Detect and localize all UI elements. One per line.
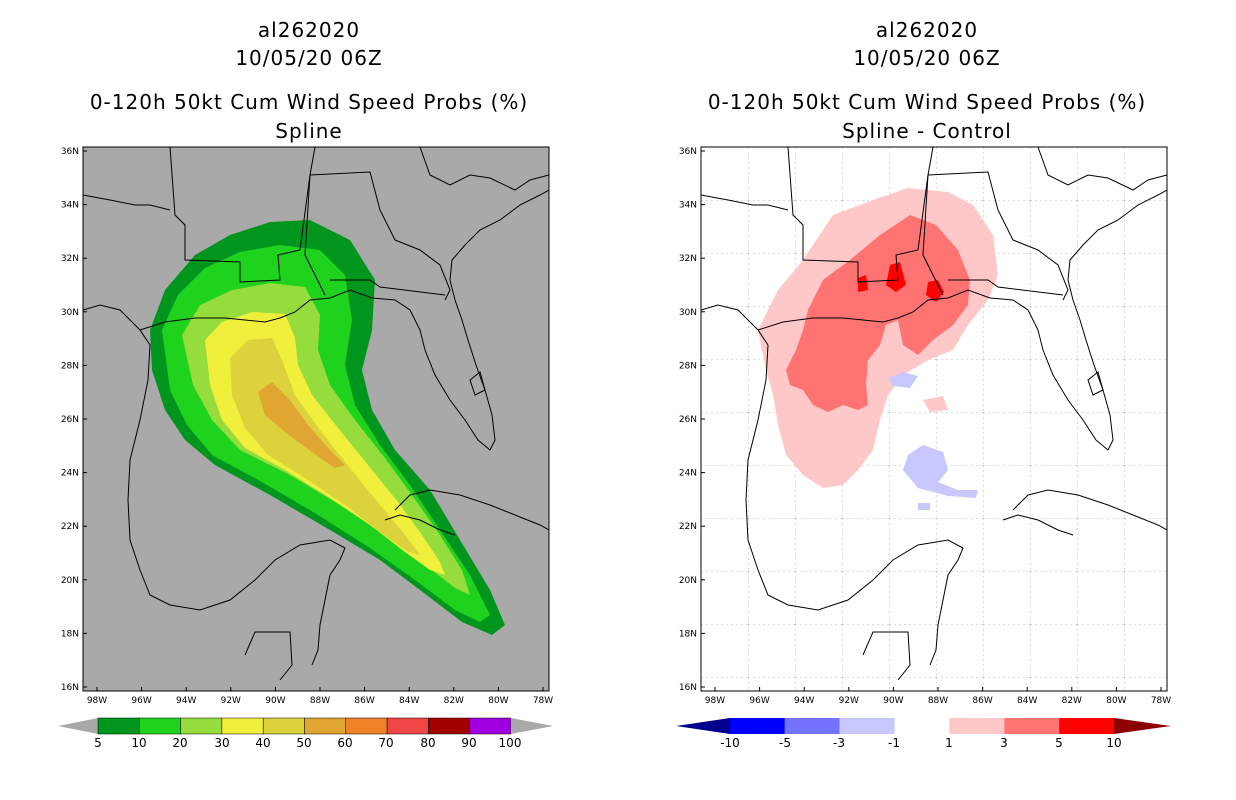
- axis-labels: 36N 34N 32N 30N 28N 26N 24N 22N 20N 18N 16N 98W 96W 9…: [61, 147, 553, 706]
- contour-plus1-b: [923, 396, 948, 412]
- contour-plus5-b: [886, 262, 906, 292]
- colorbar-tick: 70: [378, 736, 394, 750]
- axis-labels: 36N 34N 32N 30N 28N 26N 24N 22N 20N 18N 16N 98W 96W 9…: [679, 147, 1171, 706]
- colorbar-tick: -1: [888, 736, 900, 750]
- colorbar-tick: 10: [1106, 736, 1122, 750]
- lon-tick-label: 86W: [972, 696, 992, 706]
- left-panel: al262020 10/05/20 06Z 0-120h 50kt Cum Wi…: [58, 18, 553, 750]
- colorbar-tick: -10: [720, 736, 740, 750]
- colorbar-tick: 3: [1000, 736, 1008, 750]
- lat-tick-label: 22N: [61, 522, 79, 532]
- field-title: 0-120h 50kt Cum Wind Speed Probs (%): [707, 90, 1147, 114]
- colorbar-tick: 90: [461, 736, 477, 750]
- difference-contours: [758, 188, 998, 510]
- colorbar-tick: 60: [337, 736, 353, 750]
- lon-tick-label: 78W: [533, 696, 553, 706]
- colorbar-tick: 5: [1055, 736, 1063, 750]
- colorbar-tick: 5: [94, 736, 102, 750]
- lat-tick-label: 34N: [61, 201, 79, 211]
- colorbar-tick: 100: [498, 736, 522, 750]
- lon-tick-label: 92W: [221, 696, 241, 706]
- colorbar-tick: 10: [131, 736, 147, 750]
- lat-tick-label: 24N: [679, 469, 697, 479]
- lat-tick-label: 24N: [61, 469, 79, 479]
- lat-tick-label: 16N: [61, 683, 79, 693]
- difference-map: 36N 34N 32N 30N 28N 26N 24N 22N 20N 18N 16N 98W 96W 9…: [679, 146, 1171, 706]
- storm-id-title: al262020: [875, 18, 979, 42]
- subtitle: Spline: [275, 119, 343, 143]
- lon-tick-label: 84W: [399, 696, 419, 706]
- lon-tick-label: 82W: [1062, 696, 1082, 706]
- lon-tick-label: 82W: [444, 696, 464, 706]
- lat-tick-label: 22N: [679, 522, 697, 532]
- coastlines-borders: [701, 147, 1167, 681]
- contour-minus1-c: [918, 503, 930, 510]
- lat-tick-label: 32N: [61, 254, 79, 264]
- lon-tick-label: 90W: [883, 696, 903, 706]
- contour-minus1-b: [888, 372, 918, 388]
- lat-tick-label: 20N: [679, 576, 697, 586]
- contour-minus1-a: [903, 445, 978, 498]
- colorbar-tick: 30: [214, 736, 230, 750]
- probability-contours: [150, 220, 505, 635]
- contour-plus5-a: [858, 275, 868, 292]
- lon-tick-label: 96W: [131, 696, 151, 706]
- lon-tick-label: 78W: [1151, 696, 1171, 706]
- lon-tick-label: 96W: [749, 696, 769, 706]
- lon-tick-label: 80W: [488, 696, 508, 706]
- lat-tick-label: 28N: [679, 361, 697, 371]
- lat-tick-label: 36N: [679, 147, 697, 157]
- lat-tick-label: 26N: [679, 415, 697, 425]
- right-panel: al262020 10/05/20 06Z 0-120h 50kt Cum Wi…: [618, 0, 1236, 800]
- lon-tick-label: 92W: [839, 696, 859, 706]
- lat-tick-label: 30N: [679, 308, 697, 318]
- date-title: 10/05/20 06Z: [235, 46, 383, 70]
- contour-plus5-c: [926, 280, 944, 302]
- lat-tick-label: 26N: [61, 415, 79, 425]
- lon-tick-label: 88W: [310, 696, 330, 706]
- lon-tick-label: 98W: [87, 696, 107, 706]
- colorbar-tick: -3: [833, 736, 845, 750]
- lon-tick-label: 88W: [928, 696, 948, 706]
- date-title: 10/05/20 06Z: [853, 46, 1001, 70]
- colorbar-tick: 1: [945, 736, 953, 750]
- contour-50pct: [258, 382, 345, 468]
- lat-tick-label: 18N: [679, 629, 697, 639]
- field-title: 0-120h 50kt Cum Wind Speed Probs (%): [89, 90, 529, 114]
- colorbar-tick: 80: [420, 736, 436, 750]
- lon-tick-label: 94W: [176, 696, 196, 706]
- lon-tick-label: 90W: [265, 696, 285, 706]
- lat-tick-label: 36N: [61, 147, 79, 157]
- probability-map: 36N 34N 32N 30N 28N 26N 24N 22N 20N 18N 16N 98W 96W 9…: [61, 146, 553, 706]
- lat-tick-label: 18N: [61, 629, 79, 639]
- lon-tick-label: 84W: [1017, 696, 1037, 706]
- storm-id-title: al262020: [257, 18, 361, 42]
- lat-tick-label: 30N: [61, 308, 79, 318]
- colorbar-tick: 20: [172, 736, 188, 750]
- coastlines-borders: [83, 147, 549, 681]
- lon-tick-label: 94W: [794, 696, 814, 706]
- lon-tick-label: 86W: [354, 696, 374, 706]
- lat-tick-label: 28N: [61, 361, 79, 371]
- colorbar-tick: -5: [779, 736, 791, 750]
- colorbar-tick: 40: [255, 736, 271, 750]
- colorbar-tick: 50: [296, 736, 312, 750]
- lat-tick-label: 16N: [679, 683, 697, 693]
- contour-plus3: [786, 215, 970, 412]
- lon-tick-label: 98W: [705, 696, 725, 706]
- subtitle: Spline - Control: [842, 119, 1012, 143]
- lon-tick-label: 80W: [1106, 696, 1126, 706]
- lat-tick-label: 20N: [61, 576, 79, 586]
- lat-tick-label: 32N: [679, 254, 697, 264]
- lat-tick-label: 34N: [679, 201, 697, 211]
